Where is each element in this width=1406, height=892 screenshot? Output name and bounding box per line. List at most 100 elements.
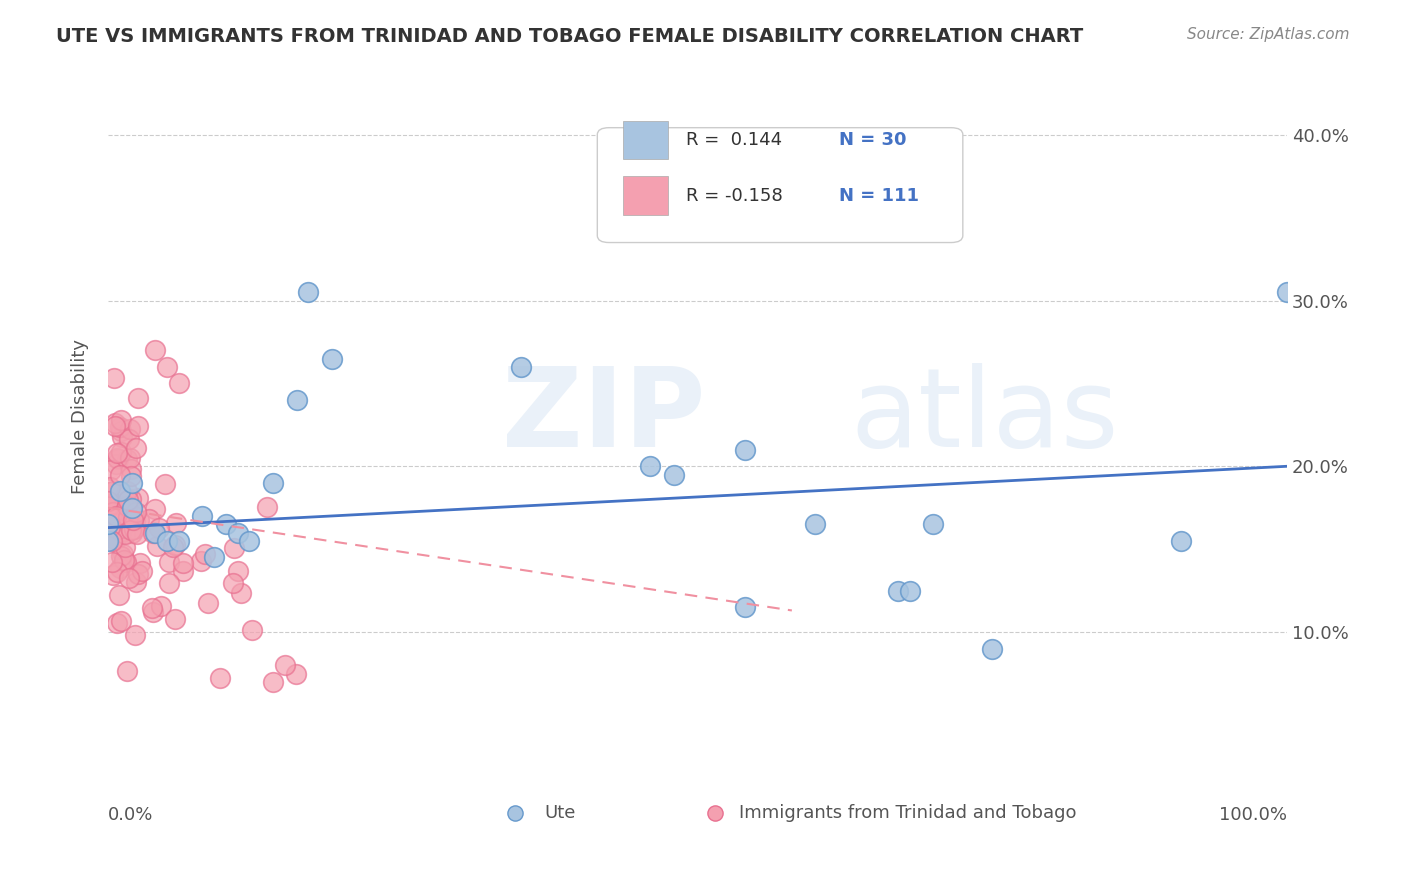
Point <box>110 614 132 628</box>
Point <box>112 499 135 513</box>
Point <box>118 422 141 436</box>
Point <box>127 418 149 433</box>
Point <box>108 467 131 482</box>
Point <box>98 520 121 534</box>
Point <box>125 505 148 519</box>
Text: R = -0.158: R = -0.158 <box>686 187 783 205</box>
Point <box>110 424 132 438</box>
Point <box>509 359 531 374</box>
Text: Source: ZipAtlas.com: Source: ZipAtlas.com <box>1187 27 1350 42</box>
Point <box>98 498 121 512</box>
Point <box>122 522 145 536</box>
Point <box>142 605 165 619</box>
Point <box>143 525 166 540</box>
Point <box>120 492 142 507</box>
Text: Ute: Ute <box>544 805 575 822</box>
Point <box>110 515 132 529</box>
Point <box>108 484 131 499</box>
Point <box>100 463 122 477</box>
Point <box>143 343 166 358</box>
Text: N = 111: N = 111 <box>839 187 920 205</box>
Y-axis label: Female Disability: Female Disability <box>72 339 89 494</box>
Point <box>107 588 129 602</box>
Point <box>804 517 827 532</box>
Point <box>274 658 297 673</box>
Point <box>110 430 132 444</box>
Point <box>284 667 307 681</box>
Point <box>105 509 128 524</box>
Point <box>115 517 138 532</box>
Point <box>734 600 756 615</box>
Point <box>190 554 212 568</box>
Point <box>124 508 146 523</box>
Point <box>138 511 160 525</box>
Point <box>146 539 169 553</box>
Point <box>165 538 187 552</box>
Point <box>108 561 131 575</box>
Point <box>112 553 135 567</box>
Point <box>208 671 231 685</box>
Point <box>105 457 128 471</box>
Point <box>118 571 141 585</box>
Point <box>172 565 194 579</box>
Point <box>107 451 129 466</box>
Point <box>101 555 124 569</box>
Point <box>887 583 910 598</box>
Point <box>105 615 128 630</box>
Point <box>97 517 120 532</box>
Point <box>734 442 756 457</box>
Point <box>172 557 194 571</box>
Point <box>121 526 143 541</box>
Point <box>229 585 252 599</box>
Point <box>149 599 172 614</box>
Point <box>226 525 249 540</box>
Point <box>155 477 177 491</box>
Point <box>262 674 284 689</box>
Point <box>238 533 260 548</box>
Point <box>112 547 135 561</box>
Point <box>640 459 662 474</box>
Point <box>120 506 142 520</box>
Point <box>121 513 143 527</box>
Point <box>240 623 263 637</box>
Point <box>108 419 131 434</box>
Text: 0.0%: 0.0% <box>108 806 153 824</box>
Point <box>117 492 139 507</box>
Point <box>157 576 180 591</box>
Point <box>115 664 138 678</box>
Point <box>197 596 219 610</box>
FancyBboxPatch shape <box>623 177 668 215</box>
Point <box>191 508 214 523</box>
Point <box>112 491 135 505</box>
Point <box>120 469 142 483</box>
Point <box>167 533 190 548</box>
Point <box>141 600 163 615</box>
Point <box>105 516 128 531</box>
Point <box>107 522 129 536</box>
Point <box>103 532 125 546</box>
Point <box>110 525 132 540</box>
Point <box>127 391 149 405</box>
Text: UTE VS IMMIGRANTS FROM TRINIDAD AND TOBAGO FEMALE DISABILITY CORRELATION CHART: UTE VS IMMIGRANTS FROM TRINIDAD AND TOBA… <box>56 27 1084 45</box>
Point <box>97 494 120 508</box>
Point <box>162 540 184 554</box>
Point <box>121 462 143 476</box>
Text: 100.0%: 100.0% <box>1219 806 1286 824</box>
Point <box>222 576 245 591</box>
Point <box>157 555 180 569</box>
Point <box>121 500 143 515</box>
Point <box>101 534 124 549</box>
Point <box>98 480 121 494</box>
Point <box>105 446 128 460</box>
FancyBboxPatch shape <box>598 128 963 243</box>
Point <box>128 556 150 570</box>
Point <box>297 285 319 300</box>
Point <box>97 533 120 548</box>
Point <box>120 523 142 537</box>
Point <box>125 575 148 590</box>
Point <box>101 505 124 519</box>
Point <box>321 351 343 366</box>
Point <box>115 452 138 467</box>
Point <box>1275 285 1298 300</box>
Point <box>127 567 149 582</box>
